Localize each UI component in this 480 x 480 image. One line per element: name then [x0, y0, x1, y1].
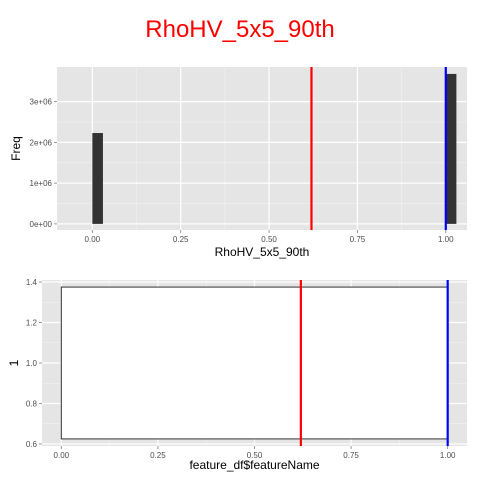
chart-title: RhoHV_5x5_90th: [145, 16, 334, 43]
x-tick-label: 0.50: [247, 451, 263, 460]
box-rect: [60, 286, 449, 440]
histogram-bar: [445, 73, 457, 224]
boxplot-panel: 0.00 0.25 0.50 0.75 1.00 0.6 0.8 1.0 1.2 1.4 feat…: [7, 278, 467, 472]
histogram-bars: [92, 73, 457, 224]
y-tick-label: 0.6: [26, 440, 38, 449]
histogram-y-axis-label: Freq: [9, 136, 23, 161]
x-tick-label: 0.25: [150, 451, 166, 460]
histogram-reference-lines: [310, 67, 447, 230]
histogram-x-axis-label: RhoHV_5x5_90th: [215, 245, 310, 259]
x-tick-label: 0.00: [54, 451, 70, 460]
x-tick-label: 1.00: [438, 235, 454, 244]
boxplot-tick-labels: 0.00 0.25 0.50 0.75 1.00 0.6 0.8 1.0 1.2 1.4: [26, 278, 456, 460]
histogram-panel: 0.00 0.25 0.50 0.75 1.00 0e+00 1e+06 2e+06 3e+06…: [9, 67, 467, 259]
x-tick-label: 1.00: [440, 451, 456, 460]
x-tick-label: 0.75: [343, 451, 359, 460]
y-tick-label: 1.2: [26, 319, 38, 328]
y-tick-label: 1.4: [26, 278, 38, 287]
x-tick-label: 0.75: [350, 235, 366, 244]
x-tick-label: 0.00: [85, 235, 101, 244]
x-tick-label: 0.25: [173, 235, 189, 244]
y-tick-label: 2e+06: [30, 138, 53, 147]
boxplot-box: [60, 286, 449, 440]
boxplot-reference-lines: [299, 280, 449, 446]
y-tick-label: 0.8: [26, 399, 38, 408]
boxplot-x-axis-label: feature_df$featureName: [189, 458, 319, 472]
y-tick-label: 1.0: [26, 359, 38, 368]
y-tick-label: 1e+06: [30, 179, 53, 188]
x-tick-label: 0.50: [261, 235, 277, 244]
histogram-tick-labels: 0.00 0.25 0.50 0.75 1.00 0e+00 1e+06 2e+06 3e+06: [30, 98, 455, 244]
boxplot-y-axis-label: 1: [7, 359, 21, 366]
y-tick-label: 0e+00: [30, 220, 53, 229]
y-tick-label: 3e+06: [30, 98, 53, 107]
histogram-bar: [92, 133, 103, 224]
histogram-plot-background: [57, 67, 467, 230]
